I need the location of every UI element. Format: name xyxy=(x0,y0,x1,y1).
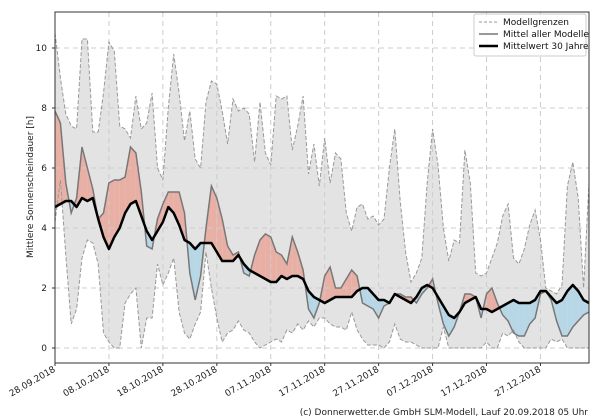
below-climate-fill xyxy=(362,288,368,306)
above-climate-fill xyxy=(259,234,266,279)
above-climate-fill xyxy=(87,168,93,201)
legend-label-model-mean: Mittel aller Modelle xyxy=(503,30,589,40)
legend-label-bounds: Modellgrenzen xyxy=(503,18,569,28)
y-tick-label: 4 xyxy=(41,224,47,234)
above-climate-fill xyxy=(211,186,217,252)
above-climate-fill xyxy=(173,192,180,225)
series-line-model-mean xyxy=(54,110,590,338)
x-tick-label: 18.10.2018 xyxy=(116,365,166,400)
y-tick-label: 6 xyxy=(41,164,47,174)
x-tick-label: 07.11.2018 xyxy=(224,365,274,400)
above-climate-fill xyxy=(335,288,341,297)
above-climate-fill xyxy=(324,267,331,303)
above-climate-fill xyxy=(227,246,233,261)
below-climate-fill xyxy=(583,300,589,315)
below-climate-fill xyxy=(567,285,573,336)
y-tick-label: 10 xyxy=(36,44,48,54)
legend-box xyxy=(473,13,587,57)
below-climate-fill xyxy=(518,303,525,336)
x-tick-label: 27.12.2018 xyxy=(493,365,543,400)
above-climate-fill xyxy=(103,183,109,249)
y-tick-label: 2 xyxy=(41,284,47,294)
above-climate-fill xyxy=(464,294,471,303)
model-bounds-band xyxy=(55,33,589,348)
below-climate-fill xyxy=(308,291,314,318)
above-climate-fill xyxy=(286,237,293,279)
above-climate-fill xyxy=(135,153,142,216)
above-climate-fill xyxy=(162,192,169,222)
above-climate-fill xyxy=(486,288,492,312)
above-climate-fill xyxy=(125,147,131,213)
above-climate-fill xyxy=(254,240,260,276)
model-bounds-area xyxy=(55,33,589,348)
above-climate-fill xyxy=(55,111,61,207)
below-climate-fill xyxy=(448,315,455,336)
above-climate-fill xyxy=(292,237,298,276)
above-climate-fill xyxy=(114,180,120,237)
above-climate-fill xyxy=(157,204,163,231)
above-climate-fill xyxy=(216,198,223,261)
below-climate-fill xyxy=(513,300,519,336)
series-line-climate-mean xyxy=(54,196,590,320)
series-lines xyxy=(54,32,590,349)
x-tick-label: 27.11.2018 xyxy=(332,365,382,400)
x-tick-label: 28.09.2018 xyxy=(8,365,58,400)
footer-credit: (c) Donnerwetter.de GmbH SLM-Modell, Lau… xyxy=(299,408,588,418)
y-axis-label: Mittlere Sonnenscheindauer [h] xyxy=(26,116,36,258)
x-tick-label: 17.11.2018 xyxy=(278,365,328,400)
x-tick-label: 17.12.2018 xyxy=(439,365,489,400)
above-climate-fill xyxy=(130,147,136,204)
above-climate-fill xyxy=(330,267,336,300)
below-climate-fill xyxy=(508,300,514,333)
below-climate-fill xyxy=(524,303,530,336)
below-climate-fill xyxy=(189,243,196,300)
above-climate-fill xyxy=(351,270,358,297)
above-climate-fill xyxy=(265,234,271,282)
below-climate-fill xyxy=(572,285,579,327)
plot-frame xyxy=(54,11,590,364)
above-climate-fill xyxy=(281,255,287,279)
x-tick-label: 28.10.2018 xyxy=(170,365,220,400)
below-climate-fill xyxy=(556,300,563,336)
above-climate-fill xyxy=(270,237,277,282)
series-line-lower-bound xyxy=(54,179,589,349)
y-tick-label: 8 xyxy=(41,104,47,114)
above-climate-fill xyxy=(81,147,88,201)
series-line-upper-bound xyxy=(54,32,590,295)
below-climate-fill xyxy=(562,291,568,336)
above-climate-fill xyxy=(276,252,282,282)
above-climate-fill xyxy=(491,288,498,312)
legend: Modellgrenzen Mittel aller Modelle Mitte… xyxy=(473,13,589,57)
x-tick-label: 08.10.2018 xyxy=(62,365,112,400)
legend-label-climate-mean: Mittelwert 30 Jahre xyxy=(503,42,589,52)
below-climate-fill xyxy=(195,243,201,300)
y-tick-label: 0 xyxy=(41,344,47,354)
below-climate-fill xyxy=(529,300,536,324)
below-climate-fill xyxy=(502,303,509,321)
x-tick-label: 07.12.2018 xyxy=(385,365,435,400)
above-climate-fill xyxy=(108,180,115,249)
